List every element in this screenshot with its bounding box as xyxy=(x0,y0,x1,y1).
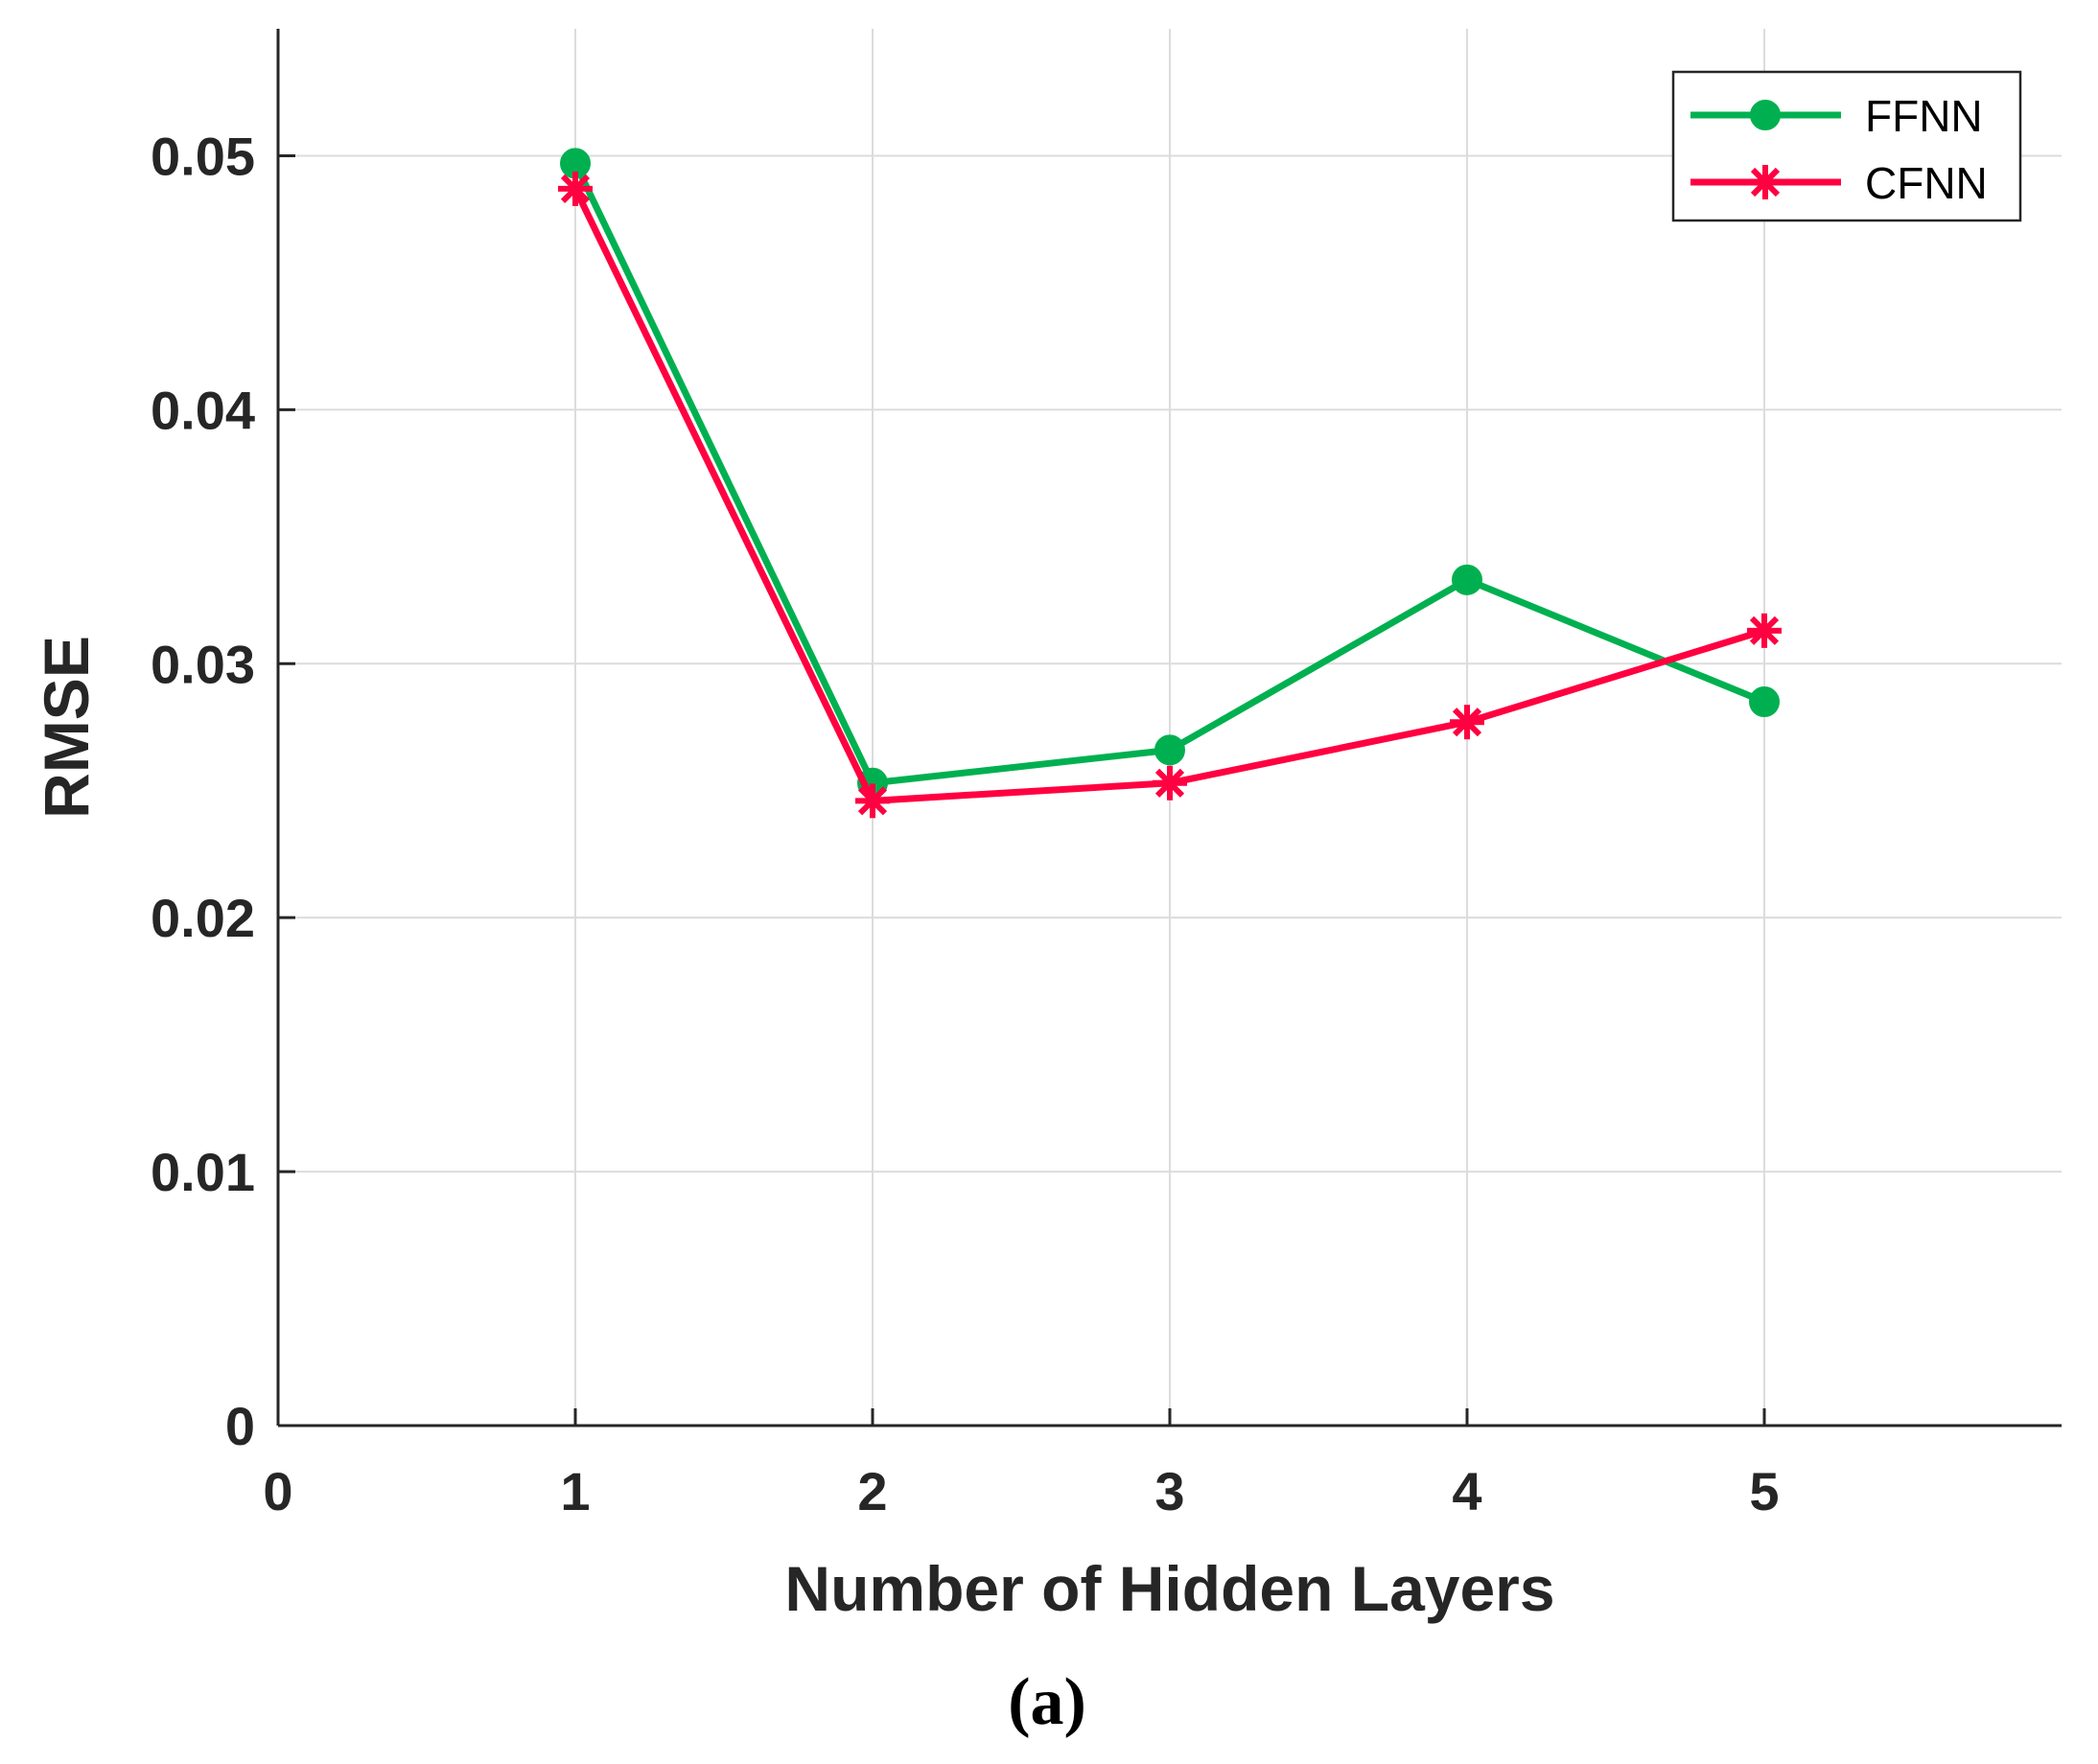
x-tick-label: 3 xyxy=(1154,1461,1184,1521)
legend-label: FFNN xyxy=(1865,91,1983,141)
asterisk-stroke xyxy=(1452,708,1482,737)
data-point xyxy=(1748,165,1783,199)
y-tick-label: 0.03 xyxy=(151,634,255,694)
y-tick-label: 0.01 xyxy=(151,1142,255,1202)
legend-box xyxy=(1671,70,2022,222)
data-point xyxy=(558,171,593,206)
y-tick-label: 0.05 xyxy=(151,126,255,186)
y-tick-label: 0.04 xyxy=(151,380,255,440)
axes: 0 1 2 3 4 5 0 0.01 0.02 0.03 0.04 0.05 xyxy=(151,29,2062,1521)
asterisk-stroke xyxy=(560,174,591,203)
series-cfnn xyxy=(558,171,1782,819)
data-point xyxy=(1153,765,1187,801)
x-tick-label: 5 xyxy=(1749,1461,1779,1521)
data-point xyxy=(1154,734,1185,766)
data-point xyxy=(1747,613,1782,648)
legend-item-cfnn: CFNN xyxy=(1690,158,1988,208)
data-point xyxy=(1452,564,1482,595)
x-tick-label: 2 xyxy=(857,1461,887,1521)
y-tick-label: 0 xyxy=(225,1396,255,1456)
asterisk-stroke xyxy=(1750,167,1781,197)
data-point xyxy=(855,783,890,819)
legend-item-ffnn: FFNN xyxy=(1690,91,1983,141)
figure-caption: (a) xyxy=(1008,1665,1086,1739)
x-tick-label: 4 xyxy=(1452,1461,1481,1521)
data-point xyxy=(1450,705,1484,740)
y-tick-label: 0.02 xyxy=(151,888,255,948)
x-tick-label: 0 xyxy=(263,1461,292,1521)
x-tick-label: 1 xyxy=(560,1461,590,1521)
data-point xyxy=(1749,686,1780,718)
legend-label: CFNN xyxy=(1865,158,1988,208)
asterisk-stroke xyxy=(1154,768,1185,798)
grid xyxy=(278,29,2062,1426)
x-axis-title: Number of Hidden Layers xyxy=(784,1553,1554,1624)
plot-area xyxy=(558,148,1782,819)
asterisk-stroke xyxy=(1749,615,1780,645)
data-point xyxy=(1750,100,1781,130)
legend: FFNN CFNN xyxy=(1671,70,2022,222)
y-axis-title: RMSE xyxy=(31,636,102,819)
asterisk-stroke xyxy=(857,786,888,816)
